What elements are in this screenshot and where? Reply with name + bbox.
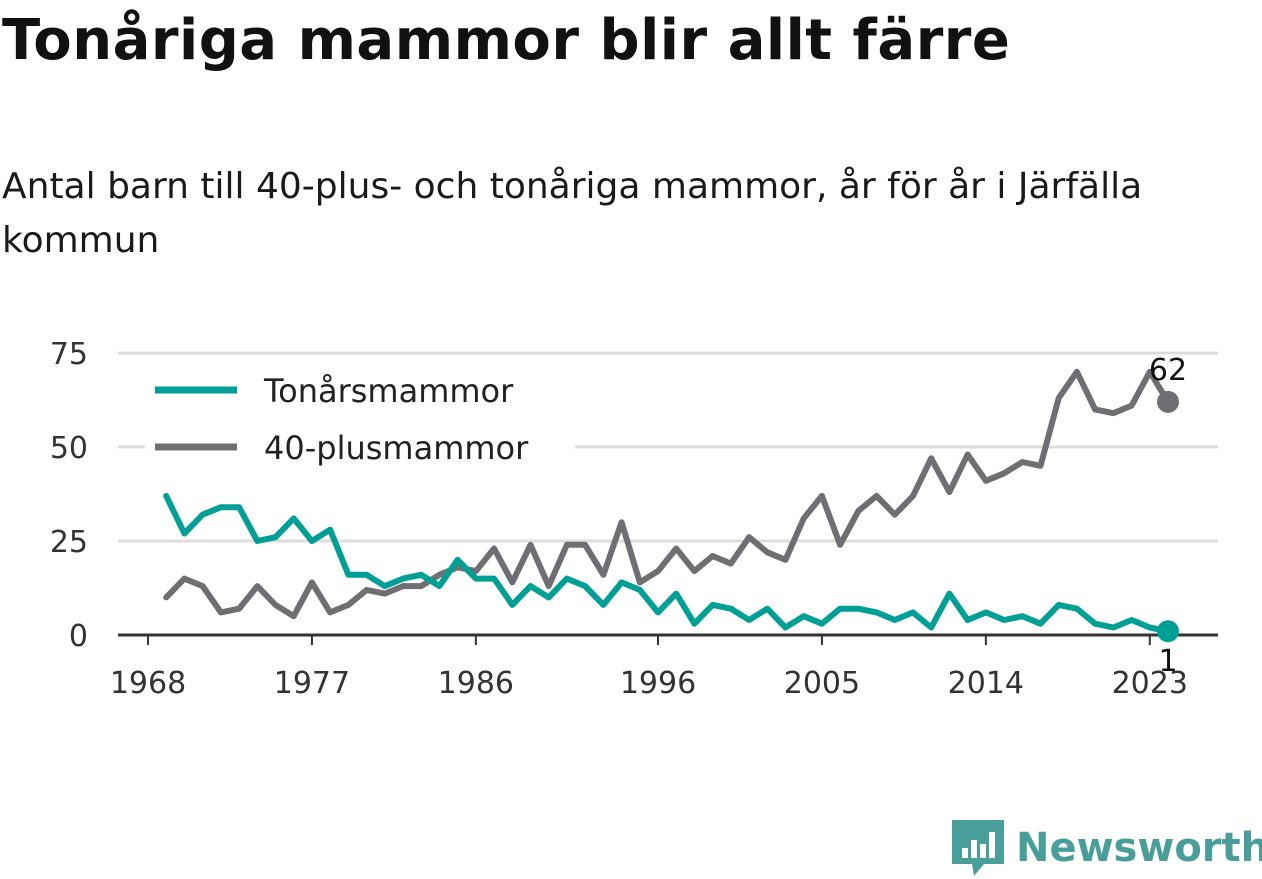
legend-label: Tonårsmammor	[263, 372, 514, 410]
y-tick-label: 75	[50, 337, 88, 372]
newsworthy-logo: Newsworthy	[950, 818, 1262, 878]
chart-subtitle: Antal barn till 40-plus- och tonåriga ma…	[2, 166, 1143, 261]
brand-name: Newsworthy	[1016, 825, 1262, 871]
end-value-label: 1	[1158, 644, 1177, 679]
x-tick-label: 1996	[620, 666, 696, 701]
chart-title: Tonåriga mammor blir allt färre	[2, 8, 1011, 73]
x-tick-label: 1986	[438, 666, 514, 701]
series-lines: 62 1	[163, 353, 1187, 679]
x-tick-label: 1977	[274, 666, 350, 701]
x-tick-label: 2005	[784, 666, 860, 701]
series-line-tonarsmammor	[163, 492, 1171, 635]
y-axis: 0 25 50 75	[50, 337, 88, 654]
series-line-40-plusmammor	[163, 368, 1171, 620]
legend-label: 40-plusmammor	[264, 429, 529, 467]
y-tick-label: 25	[50, 525, 88, 560]
legend: Tonårsmammor 40-plusmammor	[145, 360, 575, 473]
end-value-label: 62	[1149, 353, 1187, 388]
x-axis: 1968 1977 1986 1996 2005 2014 2023	[110, 635, 1188, 701]
end-point-marker	[1157, 390, 1179, 413]
newsworthy-logo-icon	[952, 820, 1004, 876]
x-tick-label: 2023	[1112, 666, 1188, 701]
y-tick-label: 0	[69, 619, 88, 654]
x-tick-label: 1968	[110, 666, 186, 701]
x-tick-label: 2014	[948, 666, 1024, 701]
end-point-marker	[1157, 620, 1179, 643]
y-tick-label: 50	[50, 431, 88, 466]
